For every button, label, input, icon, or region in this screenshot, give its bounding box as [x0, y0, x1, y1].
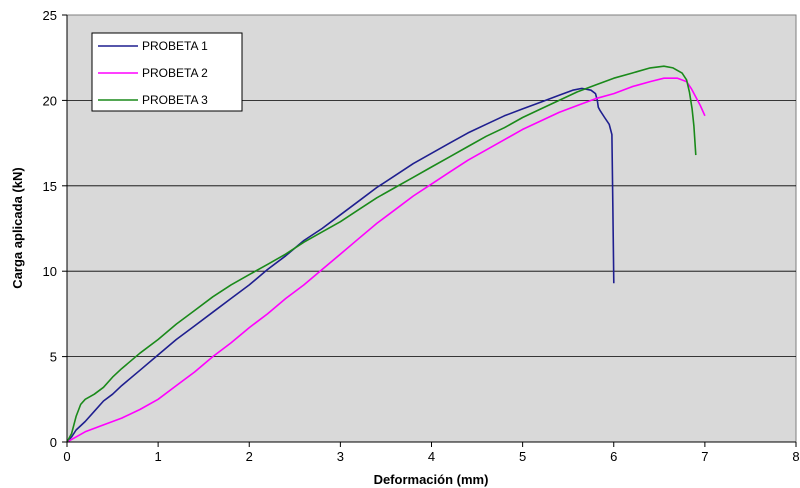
series-group — [66, 65, 706, 443]
tick-labels: 0 1 2 3 4 5 6 7 8 0 5 10 15 20 25 — [43, 8, 800, 464]
y-tick-label-10: 10 — [43, 264, 57, 279]
legend-label-probeta-3: PROBETA 3 — [142, 93, 208, 107]
x-tick-label-1: 1 — [155, 449, 162, 464]
y-tick-label-25: 25 — [43, 8, 57, 23]
series-line-probeta-3 — [66, 65, 697, 443]
y-tick-label-20: 20 — [43, 93, 57, 108]
y-tick-label-0: 0 — [50, 435, 57, 450]
x-tick-label-2: 2 — [246, 449, 253, 464]
gridlines — [67, 100, 796, 358]
y-axis-title: Carga aplicada (kN) — [10, 167, 25, 288]
series-line-probeta-2 — [66, 77, 706, 443]
legend-label-probeta-1: PROBETA 1 — [142, 39, 208, 53]
y-tick-label-15: 15 — [43, 179, 57, 194]
legend: PROBETA 1 PROBETA 2 PROBETA 3 — [91, 32, 243, 112]
x-tick-label-8: 8 — [792, 449, 799, 464]
x-axis-title: Deformación (mm) — [374, 472, 489, 487]
series-line-probeta-1 — [66, 87, 615, 443]
x-tick-label-0: 0 — [63, 449, 70, 464]
y-tick-label-5: 5 — [50, 350, 57, 365]
legend-label-probeta-2: PROBETA 2 — [142, 66, 208, 80]
x-tick-label-3: 3 — [337, 449, 344, 464]
x-tick-label-5: 5 — [519, 449, 526, 464]
x-tick-label-4: 4 — [428, 449, 435, 464]
x-tick-label-7: 7 — [701, 449, 708, 464]
x-tick-label-6: 6 — [610, 449, 617, 464]
